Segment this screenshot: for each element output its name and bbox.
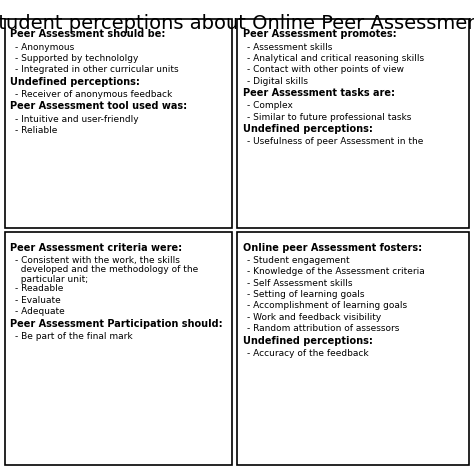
Text: - Analytical and critical reasoning skills: - Analytical and critical reasoning skil… (247, 54, 425, 63)
Text: Peer Assessment tasks are:: Peer Assessment tasks are: (243, 88, 395, 98)
FancyBboxPatch shape (237, 19, 469, 228)
Text: particular unit;: particular unit; (15, 275, 88, 284)
Text: Online peer Assessment fosters:: Online peer Assessment fosters: (243, 243, 422, 253)
Text: - Reliable: - Reliable (15, 126, 57, 135)
Text: - Accomplishment of learning goals: - Accomplishment of learning goals (247, 301, 408, 310)
Text: - Adequate: - Adequate (15, 307, 65, 316)
Text: - Intuitive and user-friendly: - Intuitive and user-friendly (15, 115, 139, 124)
Text: - Student engagement: - Student engagement (247, 256, 350, 265)
Text: - Digital skills: - Digital skills (247, 77, 309, 86)
Text: Student perceptions about Online Peer Assessment: Student perceptions about Online Peer As… (0, 14, 474, 33)
Text: - Self Assessment skills: - Self Assessment skills (247, 279, 353, 288)
Text: - Readable: - Readable (15, 284, 64, 293)
Text: - Complex: - Complex (247, 101, 293, 110)
Text: - Anonymous: - Anonymous (15, 43, 74, 52)
Text: - Assessment skills: - Assessment skills (247, 43, 333, 52)
Text: Peer Assessment should be:: Peer Assessment should be: (10, 29, 166, 39)
Text: - Usefulness of peer Assessment in the: - Usefulness of peer Assessment in the (247, 137, 424, 146)
Text: - Setting of learning goals: - Setting of learning goals (247, 290, 365, 299)
Text: - Contact with other points of view: - Contact with other points of view (247, 65, 404, 74)
Text: - Integrated in other curricular units: - Integrated in other curricular units (15, 65, 179, 74)
Text: - Be part of the final mark: - Be part of the final mark (15, 332, 133, 341)
Text: developed and the methodology of the: developed and the methodology of the (15, 265, 199, 274)
Text: Peer Assessment tool used was:: Peer Assessment tool used was: (10, 101, 188, 111)
Text: - Receiver of anonymous feedback: - Receiver of anonymous feedback (15, 90, 173, 99)
Text: Undefined perceptions:: Undefined perceptions: (243, 124, 373, 134)
Text: - Similar to future professional tasks: - Similar to future professional tasks (247, 113, 412, 122)
Text: - Supported by technololgy: - Supported by technololgy (15, 54, 138, 63)
Text: - Evaluate: - Evaluate (15, 296, 61, 305)
FancyBboxPatch shape (237, 232, 469, 465)
Text: Peer Assessment Participation should:: Peer Assessment Participation should: (10, 319, 223, 328)
Text: Peer Assessment promotes:: Peer Assessment promotes: (243, 29, 396, 39)
Text: Peer Assessment criteria were:: Peer Assessment criteria were: (10, 243, 182, 253)
Text: - Consistent with the work, the skills: - Consistent with the work, the skills (15, 256, 180, 265)
Text: - Accuracy of the feedback: - Accuracy of the feedback (247, 349, 369, 358)
Text: Undefined perceptions:: Undefined perceptions: (243, 336, 373, 346)
Text: - Knowledge of the Assessment criteria: - Knowledge of the Assessment criteria (247, 267, 425, 276)
FancyBboxPatch shape (5, 232, 232, 465)
FancyBboxPatch shape (5, 19, 232, 228)
Text: Undefined perceptions:: Undefined perceptions: (10, 77, 140, 87)
Text: - Work and feedback visibility: - Work and feedback visibility (247, 313, 382, 322)
Text: - Random attribution of assessors: - Random attribution of assessors (247, 324, 400, 333)
